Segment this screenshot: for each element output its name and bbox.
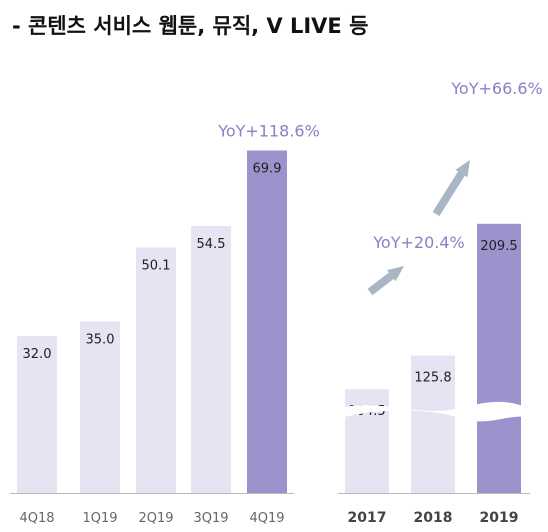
data-label-3Q19: 54.5 — [197, 237, 226, 252]
tick-label-2Q19: 2Q19 — [138, 511, 173, 526]
tick-label-2018: 2018 — [414, 510, 453, 526]
bar-2019 — [477, 223, 521, 493]
data-label-2018: 125.8 — [414, 371, 451, 386]
tick-label-2019: 2019 — [480, 510, 519, 526]
annual-chart: 104.52017125.82018209.52019YoY+20.4%YoY+… — [338, 79, 543, 526]
bar-2018 — [411, 355, 455, 493]
tick-label-4Q18: 4Q18 — [19, 511, 54, 526]
yoy-annotation-2018: YoY+20.4% — [372, 233, 464, 252]
bar-4Q18 — [17, 336, 57, 493]
yoy-annotation-2019: YoY+66.6% — [450, 79, 542, 98]
tick-label-1Q19: 1Q19 — [82, 511, 117, 526]
data-label-4Q19: 69.9 — [253, 161, 282, 176]
data-label-2Q19: 50.1 — [142, 259, 171, 274]
bar-2Q19 — [136, 247, 176, 493]
growth-arrow-2019 — [432, 160, 470, 217]
growth-arrow-2019-shape — [432, 160, 470, 217]
growth-arrow-2018 — [367, 265, 405, 296]
axis-break-band — [340, 401, 530, 422]
growth-arrow-2018-shape — [367, 265, 405, 296]
yoy-annotation-4Q19: YoY+118.6% — [217, 121, 320, 140]
tick-label-4Q19: 4Q19 — [249, 511, 284, 526]
tick-label-3Q19: 3Q19 — [193, 511, 228, 526]
quarterly-chart: 32.0 4Q18 35.0 1Q19 50.1 2Q19 54.5 3Q19 69.9 4Q19… — [10, 121, 320, 526]
data-label-2019: 209.5 — [480, 239, 517, 254]
bar-3Q19 — [191, 225, 231, 493]
data-label-4Q18: 32.0 — [23, 347, 52, 362]
page-title: - 콘텐츠 서비스 웹툰, 뮤직, V LIVE 등 — [12, 14, 369, 38]
tick-label-2017: 2017 — [348, 510, 387, 526]
bar-4Q19 — [247, 150, 287, 494]
data-label-1Q19: 35.0 — [86, 333, 115, 348]
bar-1Q19 — [80, 321, 120, 493]
